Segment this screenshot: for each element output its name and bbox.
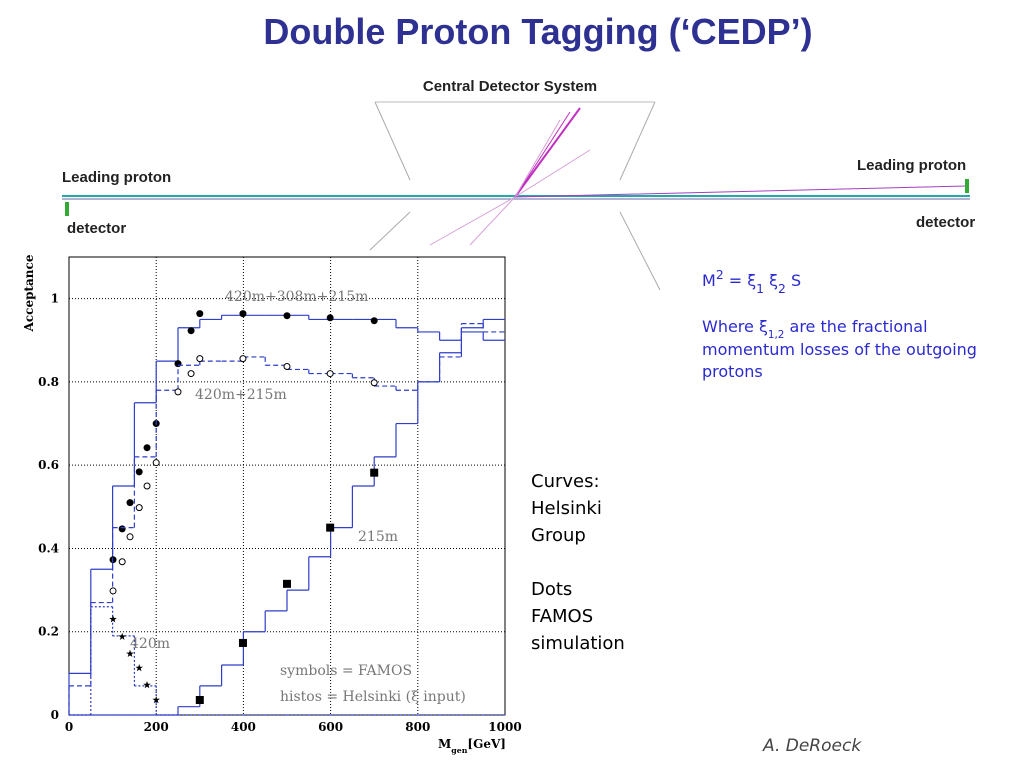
marker [239,355,247,363]
marker [135,664,143,672]
marker [152,459,160,467]
note-line: Group [531,525,586,546]
x-tick-label: 200 [144,720,169,734]
y-tick-label: 1 [51,292,59,306]
text-part: Where ξ [702,317,768,336]
marker [326,370,334,378]
marker [135,468,143,476]
x-tick-label: 600 [318,720,343,734]
marker [126,533,134,541]
marker [326,314,334,322]
marker [196,310,204,318]
author: A. DeRoeck [762,736,862,756]
text-part: 1 [756,282,764,296]
text-part: ξ [764,271,778,290]
marker [326,523,335,532]
marker [370,317,378,325]
diagram-label: Central Detector System [423,78,597,95]
note-line: Helsinki [531,498,602,519]
marker [239,310,247,318]
marker [118,632,126,640]
slide-title: Double Proton Tagging (‘CEDP’) [263,11,812,52]
diagram-label: Leading proton [62,169,171,186]
diagram-label: detector [916,214,975,231]
text-part: 1,2 [768,329,785,341]
note-line: protons [702,362,763,381]
x-tick-label: 800 [405,720,430,734]
text-part: M [438,737,451,751]
text-part: gen [451,746,467,755]
x-tick-label: 0 [65,720,73,734]
y-tick-label: 0.4 [38,541,59,555]
text-part: [GeV] [467,737,506,751]
marker [370,468,379,477]
text-part: S [786,271,801,290]
marker [283,312,291,320]
marker [187,327,195,335]
text-line: Mgen[GeV] [438,737,506,755]
marker [126,499,134,507]
marker [143,444,151,452]
series-label: 420m+215m [195,387,287,403]
diagram-label: detector [67,220,126,237]
note-line: Curves: [531,471,600,492]
marker [174,388,182,396]
marker [143,482,151,490]
marker [126,649,134,657]
text-part: M [702,271,716,290]
text-part: 2 [778,282,786,296]
note-line: FAMOS [531,606,593,627]
detector-diagram [62,101,970,291]
note-line: Dots [531,579,572,600]
series-label: 420m [130,636,170,652]
marker [109,587,117,595]
marker [370,379,378,387]
y-tick-label: 0.2 [38,625,59,639]
marker [118,558,126,566]
y-tick-label: 0.6 [38,458,59,472]
text-line: M2 = ξ1 ξ2 S [702,268,801,296]
text-line: Where ξ1,2 are the fractional [702,317,928,341]
text-part: = ξ [724,271,757,290]
x-tick-label: 1000 [488,720,521,734]
diagram-label: Leading proton [857,157,966,174]
marker [135,504,143,512]
marker [152,696,160,704]
marker [109,615,117,623]
marker [238,638,247,647]
y-tick-label: 0 [51,708,59,722]
x-tick-label: 400 [231,720,256,734]
text-part: 2 [716,268,724,282]
marker [118,525,126,533]
annotation: histos = Helsinki (ξ input) [280,689,466,705]
marker [143,681,151,689]
text-part: are the fractional [784,317,927,336]
marker [283,363,291,371]
note-line: simulation [531,633,625,654]
series-label: 420m+308m+215m [225,289,368,305]
marker [195,696,204,705]
series-label: 215m [358,529,398,545]
marker [196,355,204,363]
y-tick-label: 0.8 [38,375,59,389]
marker [187,370,195,378]
y-axis-label: Acceptance [22,254,36,332]
note-line: momentum losses of the outgoing [702,340,977,359]
annotation: symbols = FAMOS [280,663,412,679]
marker [283,579,291,588]
